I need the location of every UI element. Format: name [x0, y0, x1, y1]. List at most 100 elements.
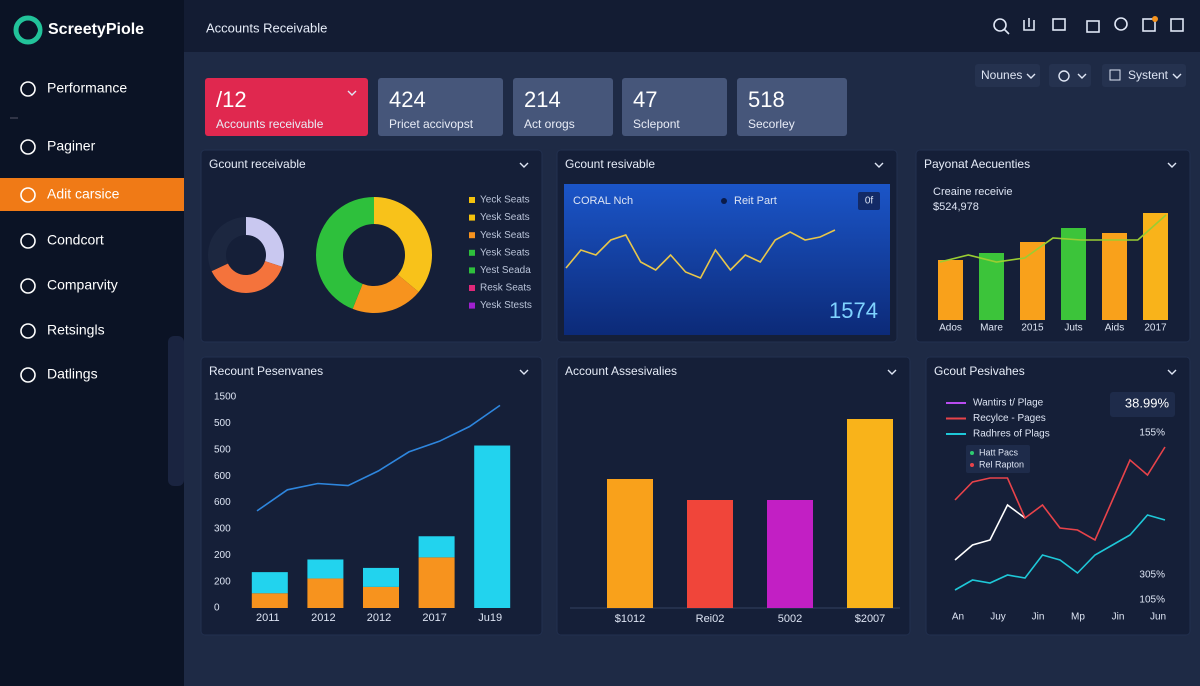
search-icon[interactable]	[993, 18, 1007, 32]
badge	[1110, 392, 1175, 417]
notification-icon[interactable]	[1142, 18, 1156, 32]
chevron[interactable]	[1167, 369, 1177, 375]
legend-label: Yest Seada	[480, 265, 531, 276]
line-series	[939, 214, 1167, 263]
donut-segment	[374, 197, 432, 292]
legend-dot	[970, 451, 974, 455]
legend-label: Reit Part	[734, 195, 777, 207]
sidebar-icon	[20, 81, 36, 97]
gift-icon[interactable]	[1086, 20, 1100, 33]
sidebar-item[interactable]: Comparvity	[47, 277, 118, 293]
filter-label[interactable]: Systent	[1128, 68, 1169, 82]
x-tick-label: Jin	[1032, 612, 1045, 623]
sidebar-icon	[20, 139, 36, 155]
legend-swatch	[469, 232, 475, 239]
donut-segment	[246, 217, 284, 267]
chevron[interactable]	[874, 162, 884, 168]
filter-dropdown[interactable]	[975, 64, 1040, 87]
chevron[interactable]	[347, 90, 357, 96]
filter-dropdown[interactable]	[1102, 64, 1186, 87]
x-tick-label: 2012	[311, 612, 335, 624]
y-tick-label: 1500	[214, 392, 237, 403]
x-tick-label: 2012	[367, 612, 391, 624]
kpi-label: Act orogs	[524, 117, 575, 131]
y-tick-label: 300	[214, 524, 231, 535]
bar-segment	[307, 578, 344, 608]
message-icon[interactable]	[1052, 18, 1066, 31]
chevron[interactable]	[1167, 162, 1177, 168]
line-series	[954, 446, 1166, 542]
legend-swatch	[469, 214, 475, 221]
filter-icon	[1058, 70, 1070, 82]
legend-label: CORAL Nch	[573, 195, 633, 207]
line-series	[565, 229, 836, 280]
y-tick-label: 600	[214, 471, 231, 482]
legend-swatch	[469, 197, 475, 203]
header-icons	[993, 17, 1184, 35]
sidebar-icon	[20, 367, 36, 383]
kpi-card[interactable]	[205, 78, 368, 136]
bar	[938, 260, 963, 320]
legend-label: Recylce - Pages	[973, 413, 1046, 424]
legend-label: Yesk Seats	[480, 212, 530, 223]
kpi-card[interactable]	[622, 78, 727, 136]
bar	[767, 500, 813, 608]
bar-segment	[363, 586, 399, 608]
sidebar-item[interactable]: Datlings	[47, 366, 98, 382]
kpi-value: 214	[524, 87, 561, 112]
sidebar-icon	[20, 323, 36, 339]
donut-segment	[211, 261, 283, 293]
sidebar-icon	[20, 187, 36, 203]
filter-label[interactable]: Nounes	[981, 68, 1022, 82]
panel	[200, 356, 543, 636]
sidebar-item[interactable]: Performance	[47, 80, 127, 96]
chevron[interactable]	[519, 369, 529, 375]
kpi-value: 518	[748, 87, 785, 112]
kpi-label: Sclepont	[633, 117, 680, 131]
brand-logo	[13, 15, 43, 45]
sidebar-item[interactable]: Retsingls	[47, 322, 105, 338]
filter-icon	[1109, 69, 1121, 81]
axis-label: 155%	[1139, 428, 1165, 439]
chart-area	[564, 184, 890, 335]
legend-dot	[721, 198, 727, 204]
user-icon[interactable]	[1114, 17, 1128, 31]
bar-segment	[251, 593, 288, 608]
kpi-card[interactable]	[737, 78, 847, 136]
chevron[interactable]	[1077, 73, 1087, 79]
legend-swatch	[469, 302, 475, 309]
axis-label: 305%	[1139, 570, 1165, 581]
x-tick-label: 2011	[256, 612, 280, 624]
grid-icon[interactable]	[1170, 18, 1184, 32]
legend-label: Yeck Seats	[480, 195, 530, 206]
kpi-card[interactable]	[513, 78, 613, 136]
x-tick-label: Rei02	[696, 613, 725, 625]
bar	[607, 479, 653, 608]
x-tick-label: 2017	[422, 612, 446, 624]
sidebar-item[interactable]: Adit carsice	[47, 186, 120, 202]
x-tick-label: Ados	[939, 323, 962, 334]
chevron[interactable]	[1026, 73, 1036, 79]
legend-swatch	[469, 285, 475, 291]
search-icon-handle	[1003, 28, 1010, 35]
x-tick-label: Juy	[990, 612, 1006, 623]
kpi-card[interactable]	[378, 78, 503, 136]
sidebar-item[interactable]: Paginer	[47, 138, 96, 154]
kpi-value: 424	[389, 87, 426, 112]
brand: ScreetyPiole	[48, 21, 144, 38]
download-icon[interactable]	[1023, 18, 1035, 31]
chevron[interactable]	[887, 369, 897, 375]
panel-title: Gcout Pesivahes	[934, 364, 1025, 378]
filter-dropdown[interactable]	[1049, 64, 1091, 87]
panel-amount: $524,978	[933, 201, 979, 213]
legend-label: Hatt Pacs	[979, 447, 1019, 457]
sidebar-item[interactable]: Condcort	[47, 232, 104, 248]
kpi-value: 47	[633, 87, 657, 112]
chevron[interactable]	[519, 162, 529, 168]
x-tick-label: 2017	[1144, 323, 1167, 334]
chevron[interactable]	[1172, 73, 1182, 79]
x-tick-label: Aids	[1105, 323, 1124, 334]
bar-segment	[418, 536, 455, 558]
line-series	[954, 503, 1026, 561]
